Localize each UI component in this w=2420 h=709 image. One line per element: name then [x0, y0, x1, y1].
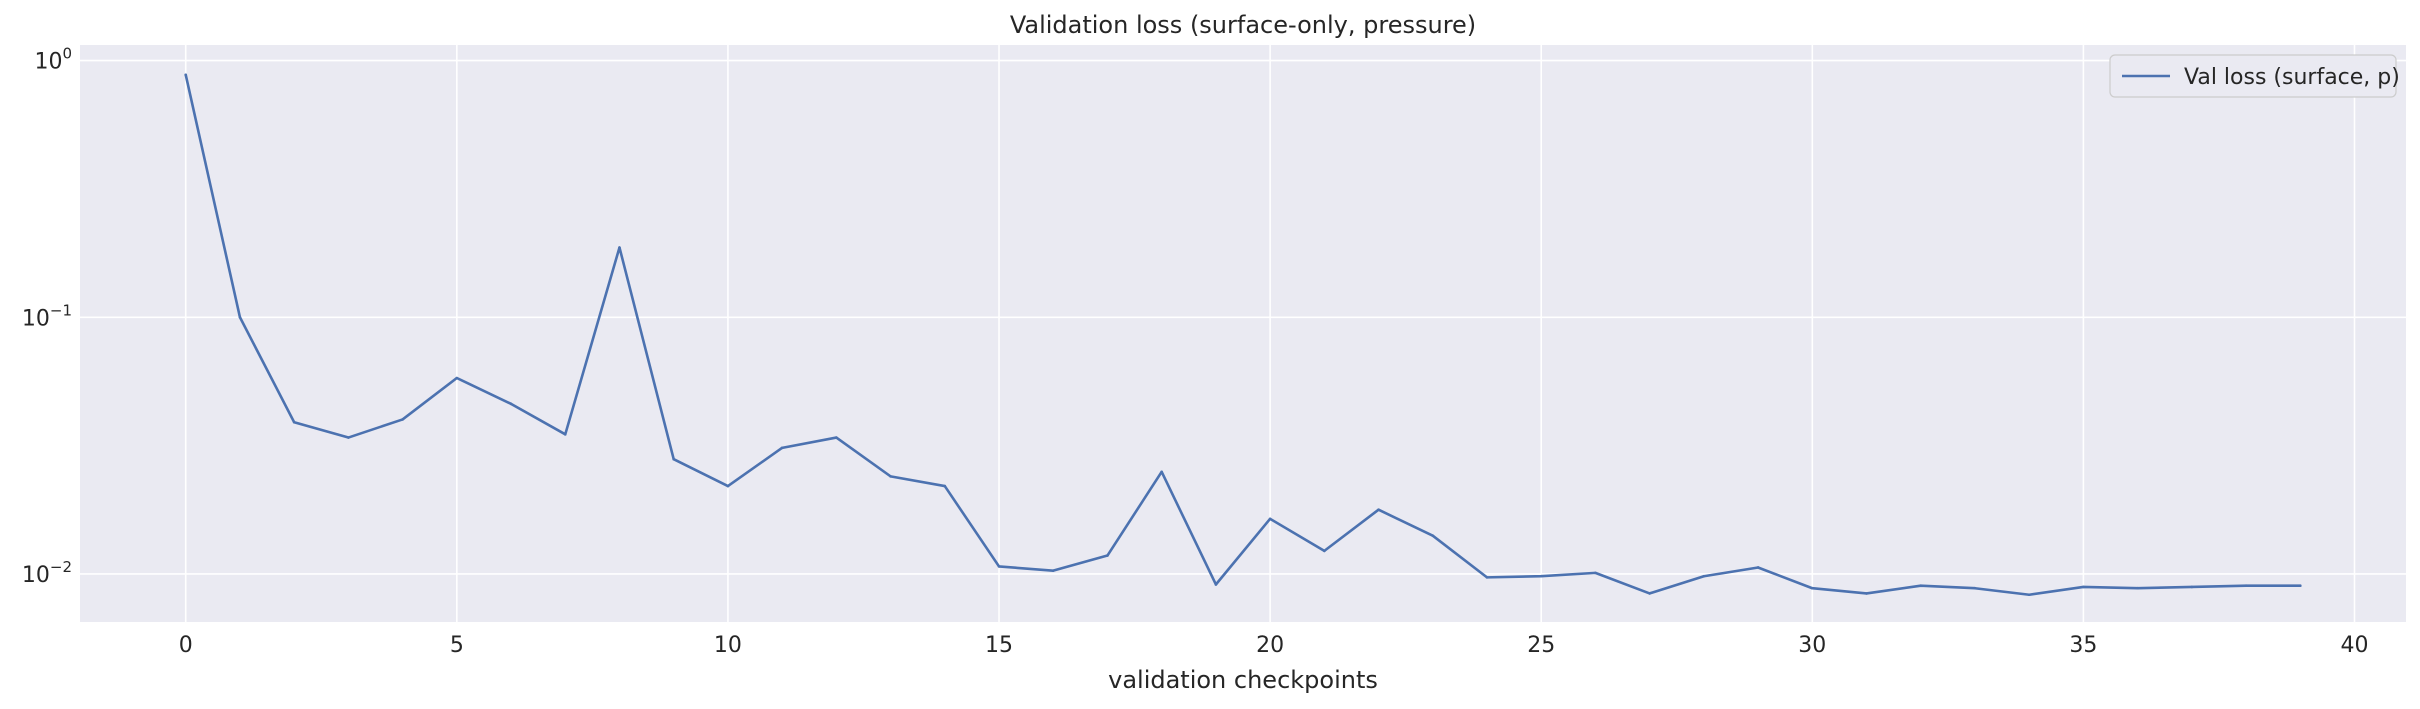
- data-point: [1214, 583, 1218, 586]
- legend: Val loss (surface, p): [2109, 54, 2400, 98]
- data-point: [726, 484, 730, 488]
- data-point: [1106, 554, 1109, 557]
- data-point: [889, 475, 892, 478]
- data-point: [184, 73, 188, 77]
- data-point: [1973, 586, 1977, 590]
- data-point: [2298, 584, 2302, 588]
- y-tick-label: 10−2: [22, 558, 72, 588]
- y-tick-labels: 100 10−1 10−2: [22, 45, 72, 588]
- series-line: [184, 73, 2302, 597]
- x-tick-label: 30: [1798, 633, 1826, 658]
- data-point: [780, 446, 784, 450]
- data-point: [2082, 585, 2085, 589]
- x-tick-label: 35: [2069, 633, 2097, 658]
- data-point: [1648, 592, 1651, 595]
- data-point: [1160, 470, 1163, 474]
- y-tick-label: 10−1: [22, 301, 72, 331]
- data-point: [2027, 593, 2031, 597]
- data-point: [1594, 571, 1597, 575]
- data-point: [1051, 569, 1055, 572]
- data-point: [1539, 574, 1543, 578]
- x-tick-label: 10: [714, 633, 742, 658]
- data-point: [2190, 585, 2194, 589]
- data-point: [455, 376, 459, 380]
- data-point: [618, 246, 621, 249]
- series-points: [184, 73, 2302, 597]
- data-point: [1431, 534, 1435, 537]
- data-point: [1702, 574, 1706, 578]
- data-point: [1323, 549, 1326, 553]
- data-point: [563, 433, 567, 436]
- x-tick-label: 15: [985, 633, 1013, 658]
- chart-title: Validation loss (surface-only, pressure): [1010, 11, 1476, 39]
- x-tick-label: 5: [450, 633, 464, 658]
- legend-label: Val loss (surface, p): [2184, 65, 2400, 90]
- data-point: [1919, 584, 1923, 588]
- data-point: [401, 418, 404, 421]
- data-point: [1756, 566, 1760, 569]
- grid-lines: [80, 45, 2406, 622]
- data-point: [943, 484, 947, 488]
- data-point: [1811, 586, 1814, 590]
- data-point: [347, 436, 350, 439]
- x-tick-label: 20: [1256, 633, 1284, 658]
- data-point: [1268, 517, 1272, 521]
- data-point: [1865, 592, 1868, 595]
- x-tick-label: 25: [1527, 633, 1555, 658]
- x-tick-label: 0: [179, 633, 193, 658]
- data-point: [2244, 584, 2248, 588]
- legend-box: [2109, 54, 2397, 98]
- x-tick-label: 40: [2340, 633, 2368, 658]
- data-point: [835, 436, 838, 439]
- data-point: [1377, 508, 1380, 511]
- data-point: [1485, 576, 1489, 579]
- data-point: [997, 565, 1001, 568]
- data-point: [2136, 586, 2139, 590]
- data-point: [238, 315, 242, 319]
- data-point: [509, 402, 513, 406]
- series-lines: [184, 73, 2302, 597]
- x-tick-labels: 0 5 10 15 20 25 30 35 40: [179, 633, 2369, 658]
- x-axis-label: validation checkpoints: [1108, 666, 1378, 694]
- data-point: [292, 420, 296, 424]
- y-tick-label: 100: [34, 45, 72, 75]
- data-point: [672, 457, 675, 461]
- plot-area: [80, 45, 2406, 622]
